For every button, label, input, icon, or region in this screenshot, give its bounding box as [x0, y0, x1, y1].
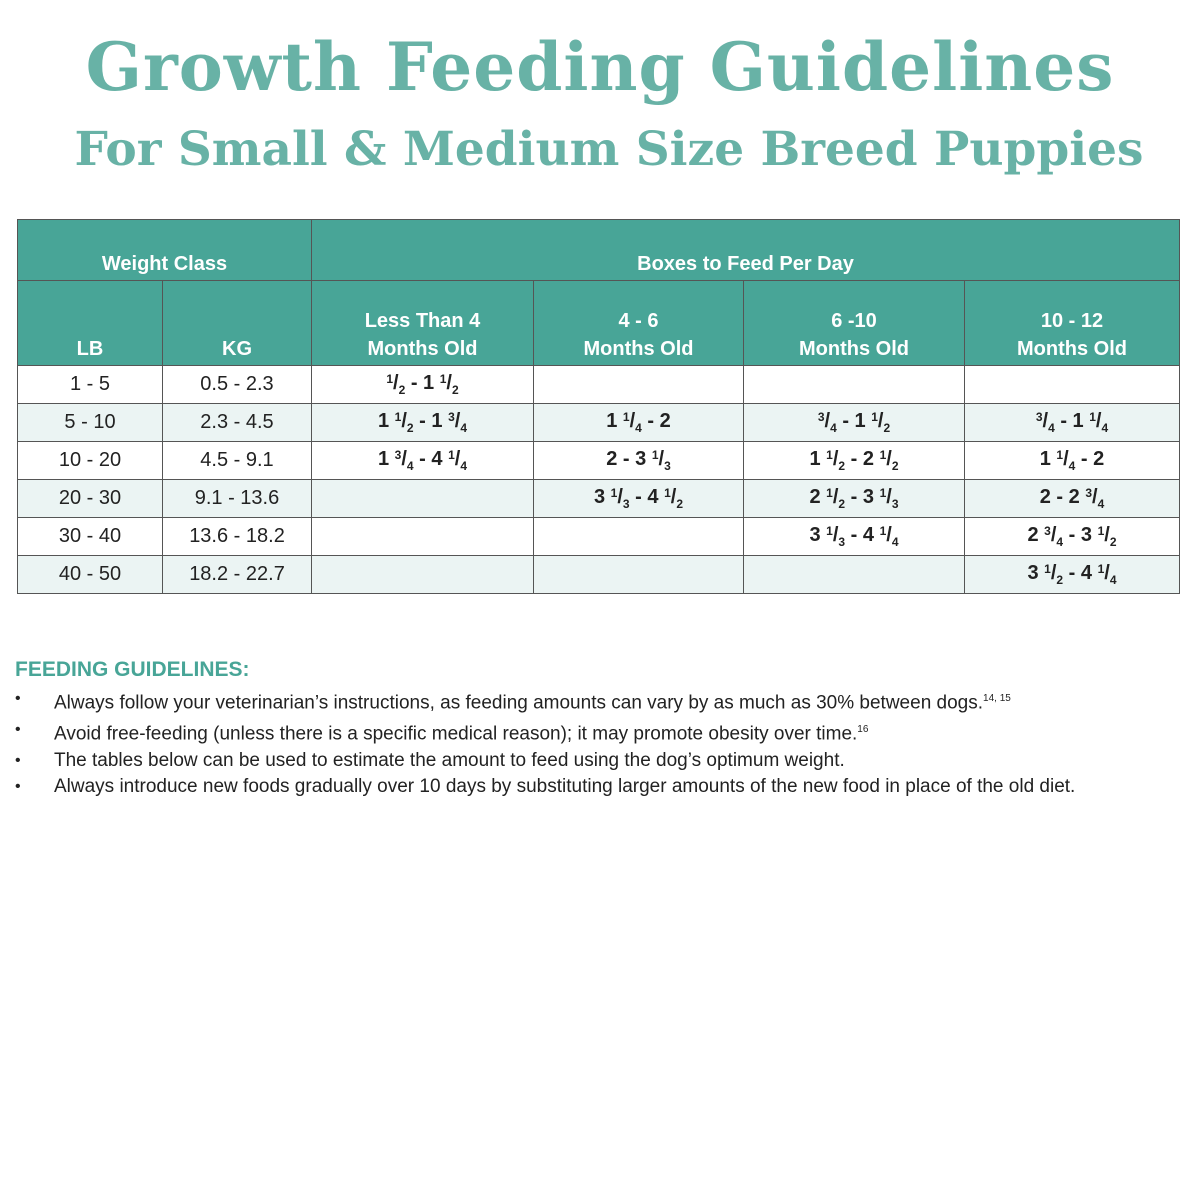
- table-cell-m10_12: 2 3/4 - 3 1/2: [964, 517, 1180, 556]
- col-header-lt4: Less Than 4 Months Old: [311, 280, 534, 366]
- table-cell-lt4: 1 3/4 - 4 1/4: [311, 441, 534, 480]
- table-cell-m6_10: 2 1/2 - 3 1/3: [743, 479, 965, 518]
- table-cell-kg: 0.5 - 2.3: [162, 365, 312, 404]
- table-cell-kg: 9.1 - 13.6: [162, 479, 312, 518]
- page-title: Growth Feeding Guidelines: [85, 28, 1115, 106]
- table-cell-m6_10: 1 1/2 - 2 1/2: [743, 441, 965, 480]
- col-header-10-12: 10 - 12 Months Old: [964, 280, 1180, 366]
- col-header-lb: LB: [17, 280, 163, 366]
- table-cell-m4_6: 1 1/4 - 2: [533, 403, 744, 442]
- col-header-6-10: 6 -10 Months Old: [743, 280, 965, 366]
- table-cell-lb: 20 - 30: [17, 479, 163, 518]
- table-row: 20 - 30 9.1 - 13.6 3 1/3 - 4 1/2 2 1/2 - 3 …: [17, 479, 1180, 518]
- table-cell-lb: 40 - 50: [17, 555, 163, 594]
- guideline-text: Always follow your veterinarian’s instru…: [54, 692, 984, 714]
- table-cell-m10_12: 2 - 2 3/4: [964, 479, 1180, 518]
- header-weight-class: Weight Class: [17, 219, 312, 281]
- guideline-text: The tables below can be used to estimate…: [54, 749, 845, 771]
- table-cell-kg: 4.5 - 9.1: [162, 441, 312, 480]
- table-cell-m6_10: [743, 365, 965, 404]
- guideline-item: Always introduce new foods gradually ove…: [15, 774, 1195, 801]
- page-subtitle: For Small & Medium Size Breed Puppies: [74, 122, 1144, 177]
- table-cell-kg: 2.3 - 4.5: [162, 403, 312, 442]
- table-cell-m4_6: [533, 517, 744, 556]
- table-row: 10 - 20 4.5 - 9.1 1 3/4 - 4 1/4 2 - 3 1/3 1 …: [17, 441, 1180, 480]
- table-cell-m6_10: [743, 555, 965, 594]
- table-row: 40 - 50 18.2 - 22.7 3 1/2 - 4 1/4: [17, 555, 1180, 594]
- col-header-4-6: 4 - 6 Months Old: [533, 280, 744, 366]
- guideline-text: Always introduce new foods gradually ove…: [54, 776, 1076, 798]
- table-cell-m10_12: 1 1/4 - 2: [964, 441, 1180, 480]
- guideline-item: Avoid free-feeding (unless there is a sp…: [15, 717, 1195, 748]
- guideline-item: Always follow your veterinarian’s instru…: [15, 686, 1195, 717]
- table-cell-lt4: [311, 517, 534, 556]
- table-row: 5 - 10 2.3 - 4.5 1 1/2 - 1 3/4 1 1/4 - 2 3/4…: [17, 403, 1180, 442]
- table-cell-kg: 13.6 - 18.2: [162, 517, 312, 556]
- guideline-text: Avoid free-feeding (unless there is a sp…: [54, 723, 858, 745]
- table-cell-m4_6: 2 - 3 1/3: [533, 441, 744, 480]
- table-cell-lt4: [311, 479, 534, 518]
- table-cell-lt4: [311, 555, 534, 594]
- guidelines-heading: FEEDING GUIDELINES:: [15, 658, 250, 681]
- table-cell-lt4: 1/2 - 1 1/2: [311, 365, 534, 404]
- table-cell-lb: 30 - 40: [17, 517, 163, 556]
- guidelines-list: Always follow your veterinarian’s instru…: [15, 686, 1195, 801]
- table-cell-lb: 1 - 5: [17, 365, 163, 404]
- table-cell-m4_6: [533, 555, 744, 594]
- table-cell-m4_6: [533, 365, 744, 404]
- feeding-guidelines: FEEDING GUIDELINES: Always follow your v…: [15, 658, 1195, 801]
- table-cell-lt4: 1 1/2 - 1 3/4: [311, 403, 534, 442]
- table-cell-m4_6: 3 1/3 - 4 1/2: [533, 479, 744, 518]
- table-cell-m6_10: 3 1/3 - 4 1/4: [743, 517, 965, 556]
- guideline-item: The tables below can be used to estimate…: [15, 748, 1195, 775]
- table-row: 1 - 5 0.5 - 2.3 1/2 - 1 1/2: [17, 365, 1180, 404]
- header-boxes-per-day: Boxes to Feed Per Day: [311, 219, 1180, 281]
- table-cell-m10_12: 3 1/2 - 4 1/4: [964, 555, 1180, 594]
- table-cell-kg: 18.2 - 22.7: [162, 555, 312, 594]
- table-cell-lb: 5 - 10: [17, 403, 163, 442]
- footnote-ref: 16: [857, 723, 869, 735]
- col-header-kg: KG: [162, 280, 312, 366]
- table-cell-m6_10: 3/4 - 1 1/2: [743, 403, 965, 442]
- table-cell-m10_12: 3/4 - 1 1/4: [964, 403, 1180, 442]
- table-cell-lb: 10 - 20: [17, 441, 163, 480]
- table-row: 30 - 40 13.6 - 18.2 3 1/3 - 4 1/4 2 3/4 - 3…: [17, 517, 1180, 556]
- feeding-table: Weight Class Boxes to Feed Per Day LB KG…: [17, 219, 1180, 594]
- footnote-ref: 14, 15: [983, 693, 1011, 704]
- table-cell-m10_12: [964, 365, 1180, 404]
